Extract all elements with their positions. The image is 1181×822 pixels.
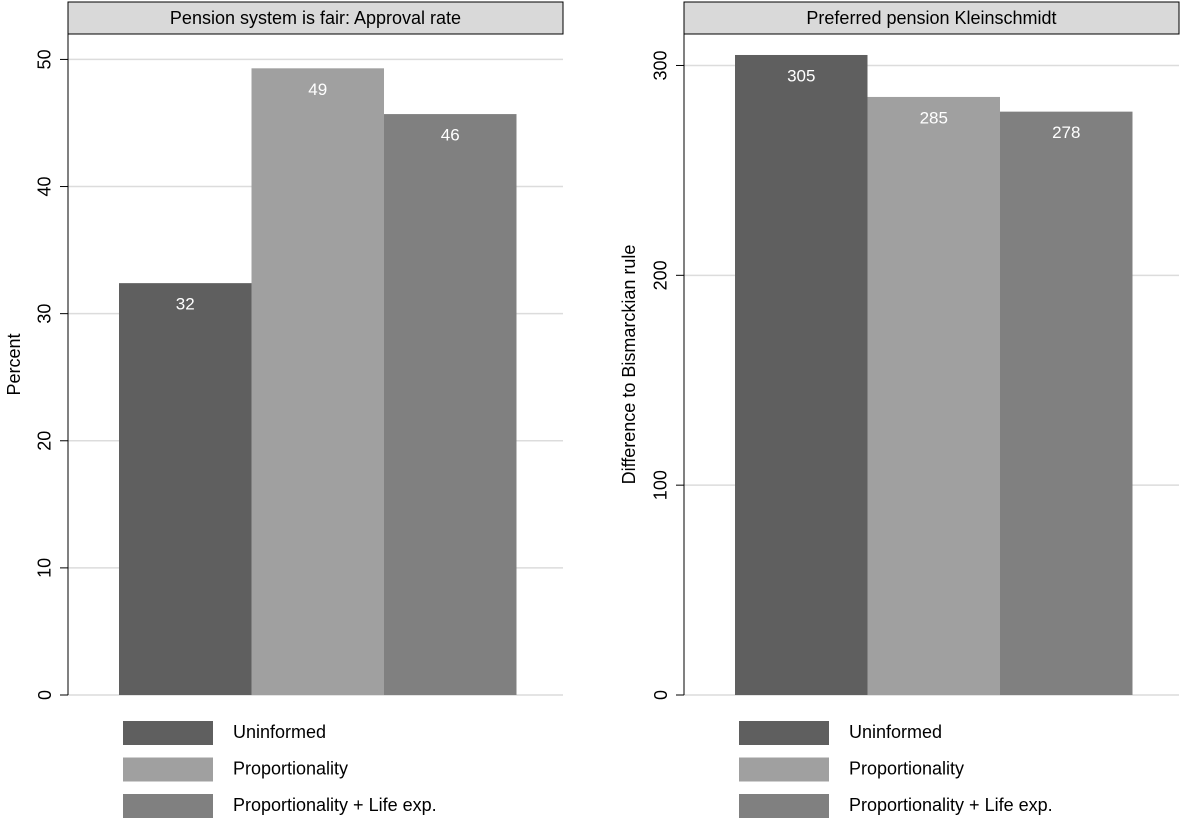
legend-swatch (123, 721, 213, 745)
y-tick-label: 10 (35, 558, 55, 578)
value-label: 49 (308, 80, 327, 99)
y-tick-label: 30 (35, 304, 55, 324)
y-tick-label: 100 (651, 470, 671, 500)
bar (867, 96, 1000, 695)
y-tick-label: 40 (35, 177, 55, 197)
legend-label: Proportionality (233, 758, 348, 778)
legend-swatch (739, 757, 829, 782)
y-tick-label: 0 (651, 690, 671, 700)
legend-swatch (123, 757, 213, 782)
legend-swatch (739, 794, 829, 818)
legend-label: Uninformed (849, 722, 942, 742)
panel-title: Preferred pension Kleinschmidt (806, 8, 1056, 28)
title-strip (683, 1, 1180, 35)
legend-label: Proportionality + Life exp. (849, 795, 1053, 815)
value-label: 46 (441, 126, 460, 145)
bar (735, 54, 868, 695)
bar (384, 114, 517, 695)
legend-label: Proportionality + Life exp. (233, 795, 437, 815)
value-label: 32 (176, 295, 195, 314)
y-tick-label: 0 (35, 690, 55, 700)
y-tick-label: 200 (651, 260, 671, 290)
value-label: 278 (1052, 123, 1080, 142)
y-tick-label: 20 (35, 431, 55, 451)
panel-title: Pension system is fair: Approval rate (170, 8, 461, 28)
legend-swatch (123, 794, 213, 818)
y-tick-label: 300 (651, 50, 671, 80)
title-strip (67, 1, 564, 35)
y-tick-label: 50 (35, 49, 55, 69)
y-axis-label: Difference to Bismarckian rule (619, 245, 639, 485)
y-axis-label: Percent (4, 333, 24, 395)
value-label: 305 (787, 66, 815, 85)
legend-label: Proportionality (849, 758, 964, 778)
legend-swatch (739, 721, 829, 745)
bar (119, 283, 252, 695)
legend-label: Uninformed (233, 722, 326, 742)
value-label: 285 (920, 108, 948, 127)
bar (1000, 111, 1133, 695)
bar (251, 68, 384, 695)
